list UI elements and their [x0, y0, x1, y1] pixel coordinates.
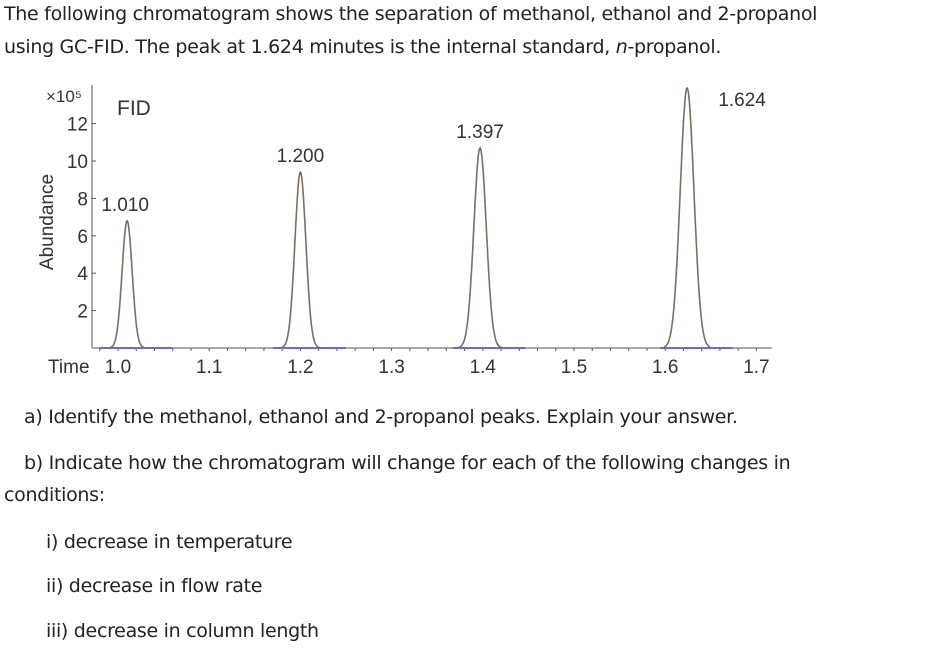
intro-line-1: The following chromatogram shows the sep…	[4, 3, 818, 25]
question-a: a) Identify the methanol, ethanol and 2-…	[24, 406, 738, 428]
detector-label: FID	[117, 97, 151, 120]
y-tick-label: 8	[77, 189, 88, 210]
question-b: b) Indicate how the chromatogram will ch…	[24, 452, 791, 474]
peak-0	[104, 219, 150, 349]
peak-1	[277, 170, 324, 349]
x-tick-label: 1.4	[470, 357, 497, 378]
question-b-cont: conditions:	[4, 484, 105, 506]
y-tick-label: 4	[77, 264, 88, 285]
x-tick-label: 1.7	[743, 357, 769, 378]
y-tick-label: 6	[77, 227, 88, 248]
x-tick-label: 1.1	[196, 357, 222, 378]
x-axis-label: Time	[48, 357, 90, 378]
intro-line-2: using GC-FID. The peak at 1.624 minutes …	[4, 36, 721, 58]
peak-label: 1.397	[456, 122, 504, 143]
intro-text: using GC-FID. The peak at 1.624 minutes …	[4, 36, 616, 58]
y-multiplier: ×10⁵	[46, 87, 82, 106]
y-tick-label: 2	[77, 302, 88, 323]
question-b-iii: iii) decrease in column length	[46, 620, 319, 642]
question-b-i: i) decrease in temperature	[46, 531, 293, 553]
x-tick-label: 1.6	[652, 357, 678, 378]
y-axis-label: Abundance	[37, 174, 58, 270]
x-tick-label: 1.0	[105, 357, 131, 378]
x-tick-label: 1.5	[561, 357, 587, 378]
peak-2	[457, 146, 504, 349]
peak-3	[663, 86, 711, 348]
intro-italic: n	[615, 36, 628, 58]
peak-label: 1.010	[101, 195, 149, 216]
intro-text-end: -propanol.	[627, 36, 722, 58]
y-tick-label: 10	[67, 152, 88, 173]
peak-label: 1.200	[277, 146, 325, 167]
x-tick-label: 1.3	[378, 357, 404, 378]
peak-label: 1.624	[718, 90, 766, 111]
y-tick-label: 12	[67, 115, 88, 136]
question-b-ii: ii) decrease in flow rate	[46, 575, 263, 597]
chromatogram-chart: 2 4 6 8 10 12 1.0 1.1 1.2 1.3 1.4 1.5 1.6 1.7 Time ×10⁵…	[37, 85, 772, 378]
x-tick-label: 1.2	[287, 357, 313, 378]
